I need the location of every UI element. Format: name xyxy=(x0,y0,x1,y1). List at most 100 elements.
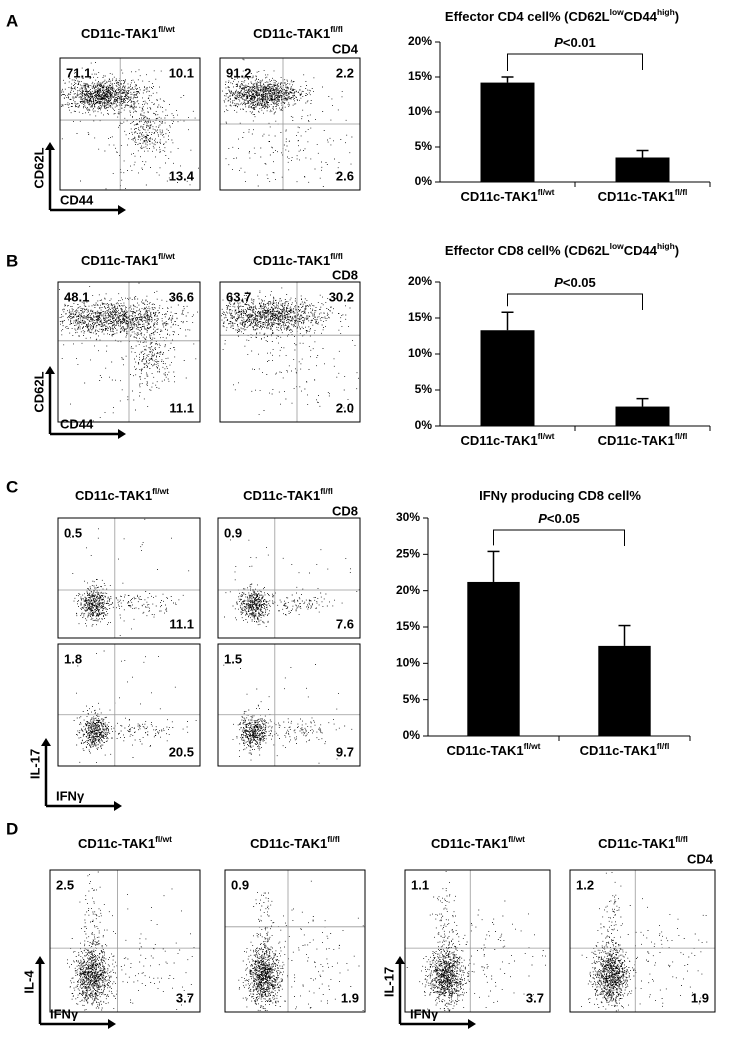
quadrant-value: 10.1 xyxy=(169,65,194,80)
p-value: P<0.01 xyxy=(554,35,596,50)
y-axis-label: IL-17 xyxy=(27,749,42,779)
quadrant-value: 7.6 xyxy=(336,616,354,631)
bar xyxy=(615,157,670,182)
plot-title: CD11c-TAK1fl/wt xyxy=(431,834,525,851)
plot-frame xyxy=(49,869,201,1013)
chart-title-part: CD44 xyxy=(624,243,658,258)
y-tick-label: 0% xyxy=(415,418,433,432)
arrow-head xyxy=(118,429,126,439)
chart-title-part: low xyxy=(610,241,624,251)
bar xyxy=(598,645,651,736)
panel-label: B xyxy=(6,251,18,270)
plot-frame xyxy=(569,869,716,1013)
category-label-part: CD11c-TAK1 xyxy=(447,743,524,758)
quadrant-value: 91.2 xyxy=(226,65,251,80)
quadrant-value: 1.1 xyxy=(411,877,429,892)
quadrant-value: 13.4 xyxy=(169,168,195,183)
category-label: CD11c-TAK1fl/fl xyxy=(598,187,688,204)
p-value-part: P xyxy=(554,275,563,290)
category-label: CD11c-TAK1fl/wt xyxy=(461,431,555,448)
arrow-head xyxy=(45,142,55,150)
bar xyxy=(480,82,535,182)
plot-title-part: CD11c-TAK1 xyxy=(598,836,675,851)
y-tick-label: 20% xyxy=(408,34,432,48)
plot-title-part: fl/wt xyxy=(158,24,175,34)
chart-title-part: ) xyxy=(675,9,679,24)
plot-title-part: fl/fl xyxy=(675,834,688,844)
plot-title-part: CD11c-TAK1 xyxy=(253,26,330,41)
bar xyxy=(467,581,520,736)
cell-dots xyxy=(238,880,364,1012)
y-tick-label: 15% xyxy=(408,310,432,324)
cell-dots xyxy=(406,871,546,1012)
quadrant-value: 1.5 xyxy=(224,651,242,666)
plot-frame xyxy=(217,643,361,767)
plot-frame xyxy=(59,57,201,191)
panel-label: A xyxy=(6,11,18,30)
p-value-part: <0.05 xyxy=(547,511,580,526)
cell-dots xyxy=(69,518,190,636)
chart-title-part: high xyxy=(657,7,675,17)
y-tick-label: 30% xyxy=(396,510,420,524)
quadrant-value: 2.2 xyxy=(336,65,354,80)
quadrant-value: 30.2 xyxy=(329,289,354,304)
plot-frame xyxy=(404,869,551,1013)
plot-title-part: fl/fl xyxy=(330,251,343,261)
cell-dots xyxy=(222,58,353,187)
y-tick-label: 0% xyxy=(415,174,433,188)
plot-title: CD11c-TAK1fl/wt xyxy=(81,24,175,41)
plot-frame xyxy=(224,869,366,1013)
plot-title: CD11c-TAK1fl/wt xyxy=(78,834,172,851)
population-tag: CD4 xyxy=(687,851,714,866)
chart-title-part: low xyxy=(610,7,624,17)
p-value-part: <0.05 xyxy=(563,275,596,290)
quadrant-value: 48.1 xyxy=(64,289,89,304)
bar xyxy=(615,406,670,426)
quadrant-value: 11.1 xyxy=(169,400,194,415)
category-label-part: fl/fl xyxy=(657,741,670,751)
plot-frame xyxy=(57,281,201,423)
quadrant-value: 0.9 xyxy=(231,877,249,892)
arrow-head xyxy=(35,956,45,964)
plot-title-part: fl/fl xyxy=(320,486,333,496)
chart-title-part: IFNγ producing CD8 cell% xyxy=(479,488,641,503)
category-label: CD11c-TAK1fl/wt xyxy=(461,187,555,204)
plot-title-part: CD11c-TAK1 xyxy=(431,836,508,851)
chart-title-part: ) xyxy=(675,243,679,258)
y-axis-label: CD62L xyxy=(31,147,46,188)
plot-frame xyxy=(219,57,361,191)
quadrant-value: 63.7 xyxy=(226,289,251,304)
plot-title-part: CD11c-TAK1 xyxy=(250,836,327,851)
arrow-head xyxy=(114,801,122,811)
category-label-part: CD11c-TAK1 xyxy=(598,189,675,204)
category-label: CD11c-TAK1fl/fl xyxy=(580,741,670,758)
x-axis-label: IFNγ xyxy=(410,1006,439,1021)
cell-dots xyxy=(581,871,708,1012)
y-tick-label: 10% xyxy=(396,656,420,670)
arrow-head xyxy=(468,1019,476,1029)
arrow-head xyxy=(118,205,126,215)
plot-title: CD11c-TAK1fl/fl xyxy=(253,251,343,268)
cell-dots xyxy=(67,871,195,1011)
y-tick-label: 0% xyxy=(403,728,421,742)
quadrant-value: 2.5 xyxy=(56,877,74,892)
panel-label: C xyxy=(6,477,18,496)
y-tick-label: 5% xyxy=(403,692,421,706)
population-tag: CD4 xyxy=(332,41,359,56)
y-tick-label: 25% xyxy=(396,547,420,561)
significance-bracket xyxy=(493,529,625,546)
plot-title-part: CD11c-TAK1 xyxy=(243,488,320,503)
chart-title: Effector CD4 cell% (CD62LlowCD44high) xyxy=(445,7,679,24)
y-tick-label: 20% xyxy=(408,274,432,288)
x-axis-label: IFNγ xyxy=(56,788,85,803)
population-tag: CD8 xyxy=(332,267,358,282)
quadrant-value: 1.9 xyxy=(691,990,709,1005)
plot-title-part: fl/wt xyxy=(152,486,169,496)
quadrant-value: 36.6 xyxy=(169,289,194,304)
category-label-part: fl/wt xyxy=(524,741,541,751)
quadrant-value: 0.9 xyxy=(224,525,242,540)
plot-frame xyxy=(57,643,201,767)
plot-title: CD11c-TAK1fl/wt xyxy=(75,486,169,503)
x-axis-label: IFNγ xyxy=(50,1006,79,1021)
